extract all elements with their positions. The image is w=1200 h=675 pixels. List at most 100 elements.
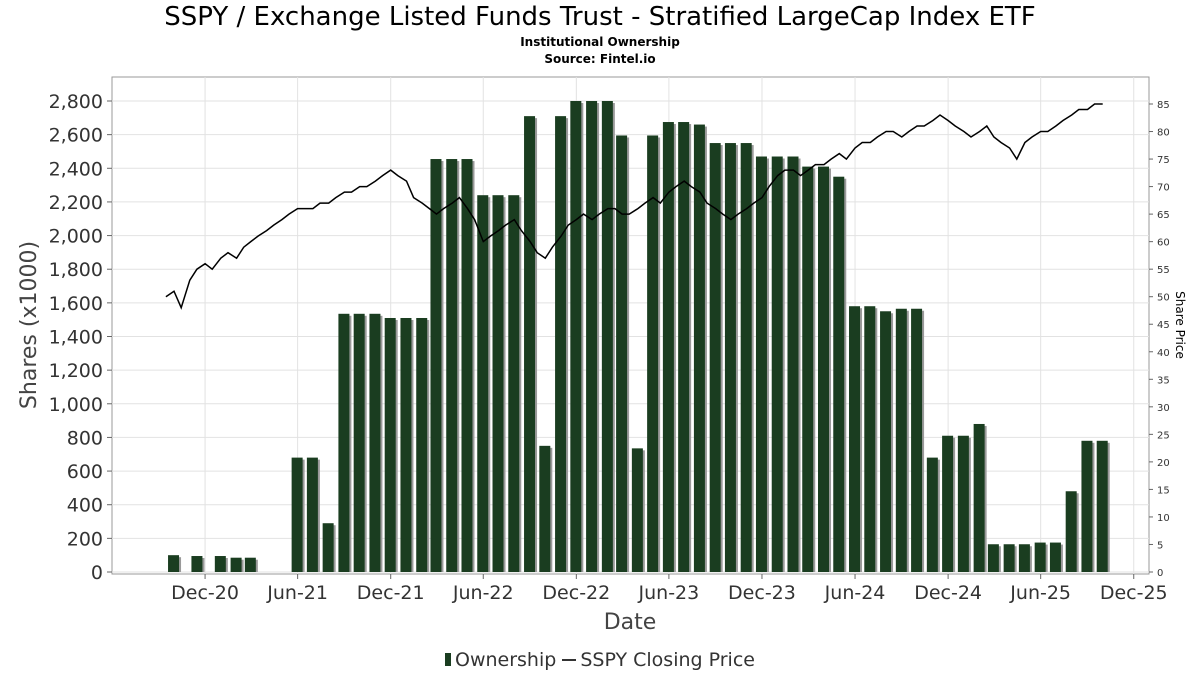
ownership-bar [1049,542,1061,572]
x-tick-label: Jun-22 [452,582,514,604]
y2-tick-label: 45 [1157,320,1170,331]
ownership-bar [369,313,381,572]
x-tick-label: Dec-25 [1100,582,1168,604]
y2-tick-label: 75 [1157,155,1170,166]
ownership-bar [818,166,830,572]
y2-tick-label: 10 [1157,513,1170,524]
ownership-bar [338,313,350,572]
y2-tick-label: 70 [1157,183,1170,194]
ownership-bar [616,135,628,572]
y2-tick-label: 20 [1157,458,1170,469]
y2-tick-label: 55 [1157,265,1170,276]
y-tick-label: 2,400 [49,158,103,180]
ownership-bar [709,143,721,572]
y-tick-label: 0 [91,562,103,584]
ownership-bar [586,101,598,572]
ownership-bar [1065,491,1077,572]
x-tick-label: Dec-22 [542,582,610,604]
y2-tick-label: 5 [1157,540,1163,551]
ownership-bar [291,457,303,572]
ownership-bar [306,457,318,572]
ownership-bar [957,435,969,572]
ownership-bar [802,166,814,572]
ownership-bar [849,306,861,572]
ownership-bar [400,317,412,572]
ownership-bar [787,156,799,572]
y-axis-title: Shares (x1000) [17,241,42,409]
y2-tick-label: 0 [1157,568,1163,579]
right-axis-ticks: 0 5 10 15 20 25 30 35 40 45 50 55 60 65 70 75 80 85 [1149,100,1170,579]
y-tick-label: 600 [67,461,103,483]
ownership-bar [570,101,582,572]
y2-tick-label: 15 [1157,485,1170,496]
ownership-bar [191,556,203,572]
ownership-bar [631,448,643,572]
ownership-bar [864,306,876,572]
y-tick-label: 1,200 [49,360,103,382]
ownership-bar [461,159,473,572]
x-tick-label: Jun-24 [824,582,886,604]
ownership-bar [446,159,458,572]
ownership-bar [353,313,365,572]
legend-price-label: SSPY Closing Price [580,648,755,671]
ownership-bar [755,156,767,572]
ownership-bar [430,159,442,572]
ownership-bar [168,555,180,572]
x-tick-label: Dec-23 [728,582,796,604]
ownership-bar [1003,544,1015,572]
ownership-bar [230,557,242,572]
y-tick-label: 800 [67,427,103,449]
ownership-bar [1096,440,1108,572]
y2-tick-label: 35 [1157,375,1170,386]
x-axis-title: Date [604,610,657,635]
y2-tick-label: 65 [1157,210,1170,221]
y-tick-label: 400 [67,495,103,517]
y-tick-label: 1,000 [49,394,103,416]
ownership-bar [1081,440,1093,572]
ownership-bar [1034,542,1046,572]
ownership-bar [555,116,567,572]
ownership-bar [895,308,907,572]
ownership-bar [601,101,613,572]
ownership-bar [973,423,985,572]
y-tick-label: 2,600 [49,125,103,147]
y2-tick-label: 85 [1157,100,1170,111]
ownership-bar [724,143,736,572]
ownership-bar [942,435,954,572]
ownership-bar [477,195,489,572]
ownership-bar [214,556,226,572]
price-line [165,103,1103,310]
y2-tick-label: 30 [1157,403,1170,414]
legend-ownership-label: Ownership [455,648,557,671]
chart-title: SSPY / Exchange Listed Funds Trust - Str… [164,2,1036,32]
ownership-bar [771,156,783,572]
y2-axis-title: Share Price [1173,291,1187,359]
ownership-bar [880,311,892,572]
y2-tick-label: 80 [1157,128,1170,139]
ownership-bar [911,308,923,572]
ownership-bar [833,176,845,573]
chart-source: Source: Fintel.io [544,52,656,66]
ownership-bar [662,122,674,572]
ownership-bar [384,317,396,572]
ownership-bar [416,317,428,572]
legend-ownership-swatch [445,653,451,666]
x-tick-label: Dec-21 [357,582,425,604]
chart-subtitle: Institutional Ownership [520,35,680,49]
ownership-bar [322,523,334,572]
y-tick-label: 2,000 [49,226,103,248]
x-tick-label: Jun-23 [638,582,700,604]
ownership-bars [168,101,1110,573]
y-tick-label: 1,600 [49,293,103,315]
plot-area [111,76,1150,575]
x-tick-label: Dec-24 [914,582,982,604]
y-tick-label: 2,800 [49,91,103,113]
y2-tick-label: 50 [1157,293,1170,304]
y2-tick-label: 25 [1157,430,1170,441]
ownership-bar [647,135,659,572]
ownership-bar [524,116,536,572]
legend-price-swatch [562,658,577,661]
y2-tick-label: 40 [1157,348,1170,359]
y2-tick-label: 60 [1157,238,1170,249]
